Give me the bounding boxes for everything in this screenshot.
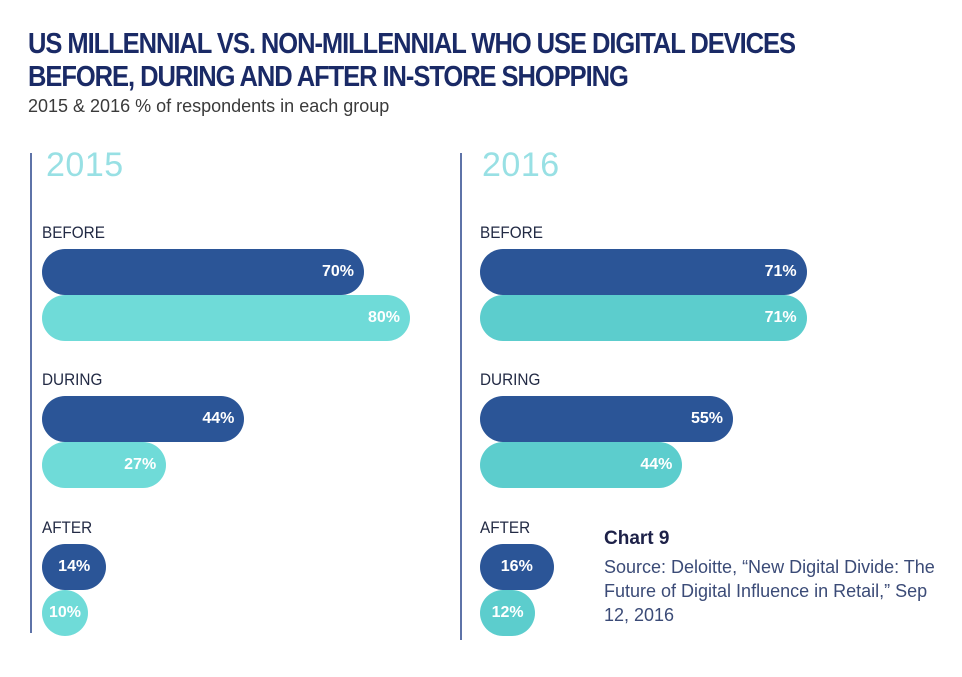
- source-citation: Source: Deloitte, “New Digital Divide: T…: [604, 557, 935, 625]
- panel-2015-divider: [30, 153, 32, 633]
- bar-value-label: 16%: [500, 558, 533, 575]
- bar-value-label: 27%: [124, 456, 157, 473]
- chart-number: Chart 9: [604, 528, 670, 549]
- category-label-2016-after: AFTER: [480, 518, 531, 537]
- panel-2016-divider: [460, 153, 462, 640]
- chart-title: US MILLENNIAL VS. NON-MILLENNIAL WHO USE…: [28, 28, 796, 93]
- panel-2016-title: 2016: [482, 146, 560, 184]
- bar-2016-before-millennial: 71%: [480, 249, 807, 295]
- bar-value-label: 71%: [764, 263, 797, 280]
- bar-2015-after-non-millennial: 10%: [42, 590, 88, 636]
- bar-value-label: 44%: [640, 456, 673, 473]
- bar-value-label: 12%: [491, 604, 524, 621]
- chart-subtitle: 2015 & 2016 % of respondents in each gro…: [28, 96, 390, 116]
- category-label-2016-during: DURING: [480, 370, 541, 389]
- bar-2016-during-millennial: 55%: [480, 396, 733, 442]
- bar-value-label: 14%: [58, 558, 91, 575]
- bar-value-label: 71%: [764, 309, 797, 326]
- bar-2016-after-non-millennial: 12%: [480, 590, 536, 636]
- bar-2015-during-millennial: 44%: [42, 396, 245, 442]
- bar-2015-after-millennial: 14%: [42, 544, 107, 590]
- bar-value-label: 55%: [690, 410, 723, 427]
- bar-value-label: 10%: [48, 604, 82, 621]
- bar-2015-before-millennial: 70%: [42, 249, 364, 295]
- bar-2015-during-non-millennial: 27%: [42, 442, 167, 488]
- category-label-2015-after: AFTER: [42, 518, 93, 537]
- category-label-2015-during: DURING: [42, 370, 103, 389]
- bar-value-label: 80%: [367, 309, 400, 326]
- bar-value-label: 44%: [202, 410, 235, 427]
- category-label-2015-before: BEFORE: [42, 223, 105, 242]
- panel-2015-title: 2015: [46, 146, 124, 184]
- bar-2016-after-millennial: 16%: [480, 544, 554, 590]
- bar-2015-before-non-millennial: 80%: [42, 295, 410, 341]
- bar-value-label: 70%: [321, 263, 354, 280]
- chart-note: Chart 9 Source: Deloitte, “New Digital D…: [604, 528, 954, 627]
- bar-2016-during-non-millennial: 44%: [480, 442, 683, 488]
- bar-2016-before-non-millennial: 71%: [480, 295, 807, 341]
- category-label-2016-before: BEFORE: [480, 223, 543, 242]
